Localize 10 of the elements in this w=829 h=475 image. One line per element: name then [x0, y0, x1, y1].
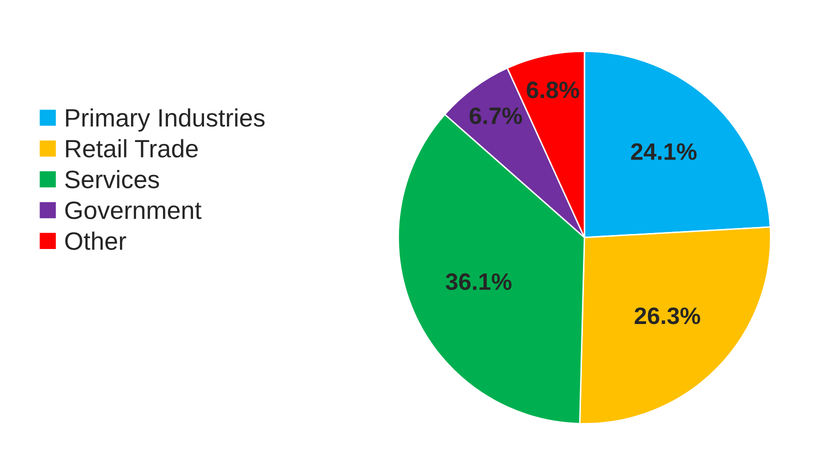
data-label: 36.1%: [446, 273, 512, 290]
legend-label: Retail Trade: [66, 139, 198, 158]
data-label: 6.7%: [470, 107, 522, 124]
data-label: 26.3%: [634, 307, 700, 324]
data-label: 24.1%: [631, 143, 697, 160]
legend-label: Other: [65, 232, 126, 250]
legend-label: Services: [65, 170, 159, 188]
legend-label: Primary Industries: [66, 108, 265, 132]
legend-label: Government: [65, 201, 202, 220]
data-label: 6.8%: [526, 82, 580, 98]
